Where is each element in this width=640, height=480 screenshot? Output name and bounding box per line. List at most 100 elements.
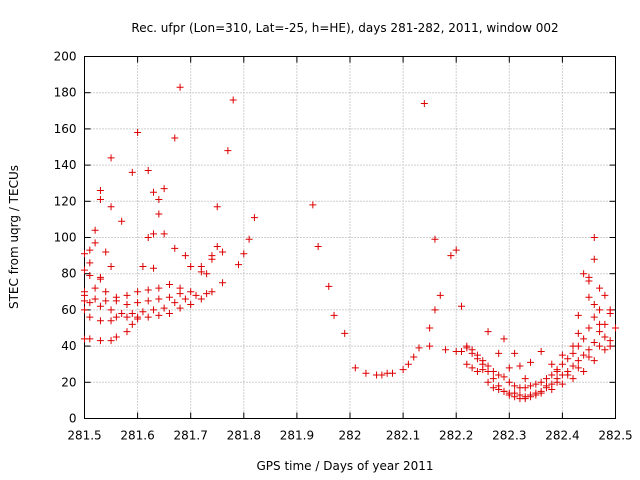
data-point — [596, 328, 604, 336]
data-point — [590, 313, 598, 321]
data-point — [187, 288, 195, 296]
data-point — [150, 306, 158, 314]
y-tick-labels: 0 20 40 60 80 100 120 140 160 180 200 — [54, 50, 77, 426]
data-point — [118, 217, 126, 225]
data-point — [107, 317, 115, 325]
data-point — [527, 358, 535, 366]
data-point — [516, 362, 524, 370]
data-point — [102, 288, 110, 296]
data-point — [484, 328, 492, 336]
data-point — [107, 337, 115, 345]
data-point — [224, 147, 232, 155]
data-point — [553, 367, 561, 375]
data-point — [601, 333, 609, 341]
data-point — [139, 308, 147, 316]
data-point — [107, 154, 115, 162]
y-tick-label: 60 — [61, 303, 76, 317]
data-point — [112, 333, 120, 341]
data-point — [590, 357, 598, 365]
data-point — [86, 246, 94, 254]
data-point — [351, 364, 359, 372]
data-point — [590, 338, 598, 346]
y-tick-label: 80 — [61, 267, 76, 281]
data-point — [112, 313, 120, 321]
data-point — [580, 367, 588, 375]
data-point — [123, 291, 131, 299]
data-point — [548, 371, 556, 379]
data-point — [537, 348, 545, 356]
data-point — [569, 349, 577, 357]
data-point — [171, 134, 179, 142]
x-tick-label: 282.3 — [492, 429, 526, 443]
axis-ticks — [84, 56, 616, 419]
data-point — [532, 389, 540, 397]
x-tick-label: 282.5 — [598, 429, 632, 443]
data-point — [436, 291, 444, 299]
data-point — [102, 297, 110, 305]
data-point — [144, 297, 152, 305]
data-point — [107, 262, 115, 270]
data-point — [500, 373, 508, 381]
data-point — [484, 378, 492, 386]
data-point — [532, 380, 540, 388]
data-point — [495, 386, 503, 394]
x-tick-label: 281.8 — [227, 429, 261, 443]
data-point — [596, 306, 604, 314]
data-point — [91, 239, 99, 247]
data-point — [96, 275, 104, 283]
x-tick-labels: 281.5 281.6 281.7 281.8 281.9 282 282.1 282.2 28… — [67, 429, 632, 443]
data-point — [150, 188, 158, 196]
data-point — [426, 324, 434, 332]
data-point — [160, 304, 168, 312]
data-point — [420, 100, 428, 108]
data-point — [569, 375, 577, 383]
data-point — [479, 366, 487, 374]
data-point — [165, 281, 173, 289]
data-point — [181, 252, 189, 260]
data-point — [463, 360, 471, 368]
data-point — [203, 290, 211, 298]
data-point — [574, 329, 582, 337]
data-point — [250, 214, 258, 222]
data-point — [410, 353, 418, 361]
data-point — [580, 270, 588, 278]
data-point — [330, 311, 338, 319]
data-point — [521, 393, 529, 401]
data-point — [558, 351, 566, 359]
data-point — [197, 295, 205, 303]
data-point — [473, 367, 481, 375]
x-tick-label: 281.9 — [280, 429, 314, 443]
data-point — [144, 167, 152, 175]
data-point — [96, 317, 104, 325]
data-point — [463, 344, 471, 352]
data-point — [564, 371, 572, 379]
data-point — [473, 355, 481, 363]
data-point — [91, 284, 99, 292]
data-point — [219, 248, 227, 256]
data-point — [155, 284, 163, 292]
data-point — [521, 384, 529, 392]
data-point — [537, 378, 545, 386]
data-point — [139, 262, 147, 270]
data-point — [102, 248, 110, 256]
data-point — [134, 129, 142, 137]
data-point — [458, 348, 466, 356]
data-point — [426, 342, 434, 350]
data-point — [155, 210, 163, 218]
x-tick-label: 282.2 — [439, 429, 473, 443]
data-point — [81, 291, 88, 299]
data-point — [606, 310, 614, 318]
data-point — [123, 328, 131, 336]
y-tick-label: 120 — [54, 194, 77, 208]
data-point — [404, 360, 412, 368]
x-tick-label: 282 — [339, 429, 362, 443]
data-point — [574, 364, 582, 372]
x-tick-label: 281.7 — [174, 429, 208, 443]
data-point — [165, 310, 173, 318]
data-point — [208, 252, 216, 260]
data-point — [107, 203, 115, 211]
data-point — [341, 329, 349, 337]
data-point — [128, 320, 136, 328]
data-point — [107, 306, 115, 314]
data-point — [468, 364, 476, 372]
